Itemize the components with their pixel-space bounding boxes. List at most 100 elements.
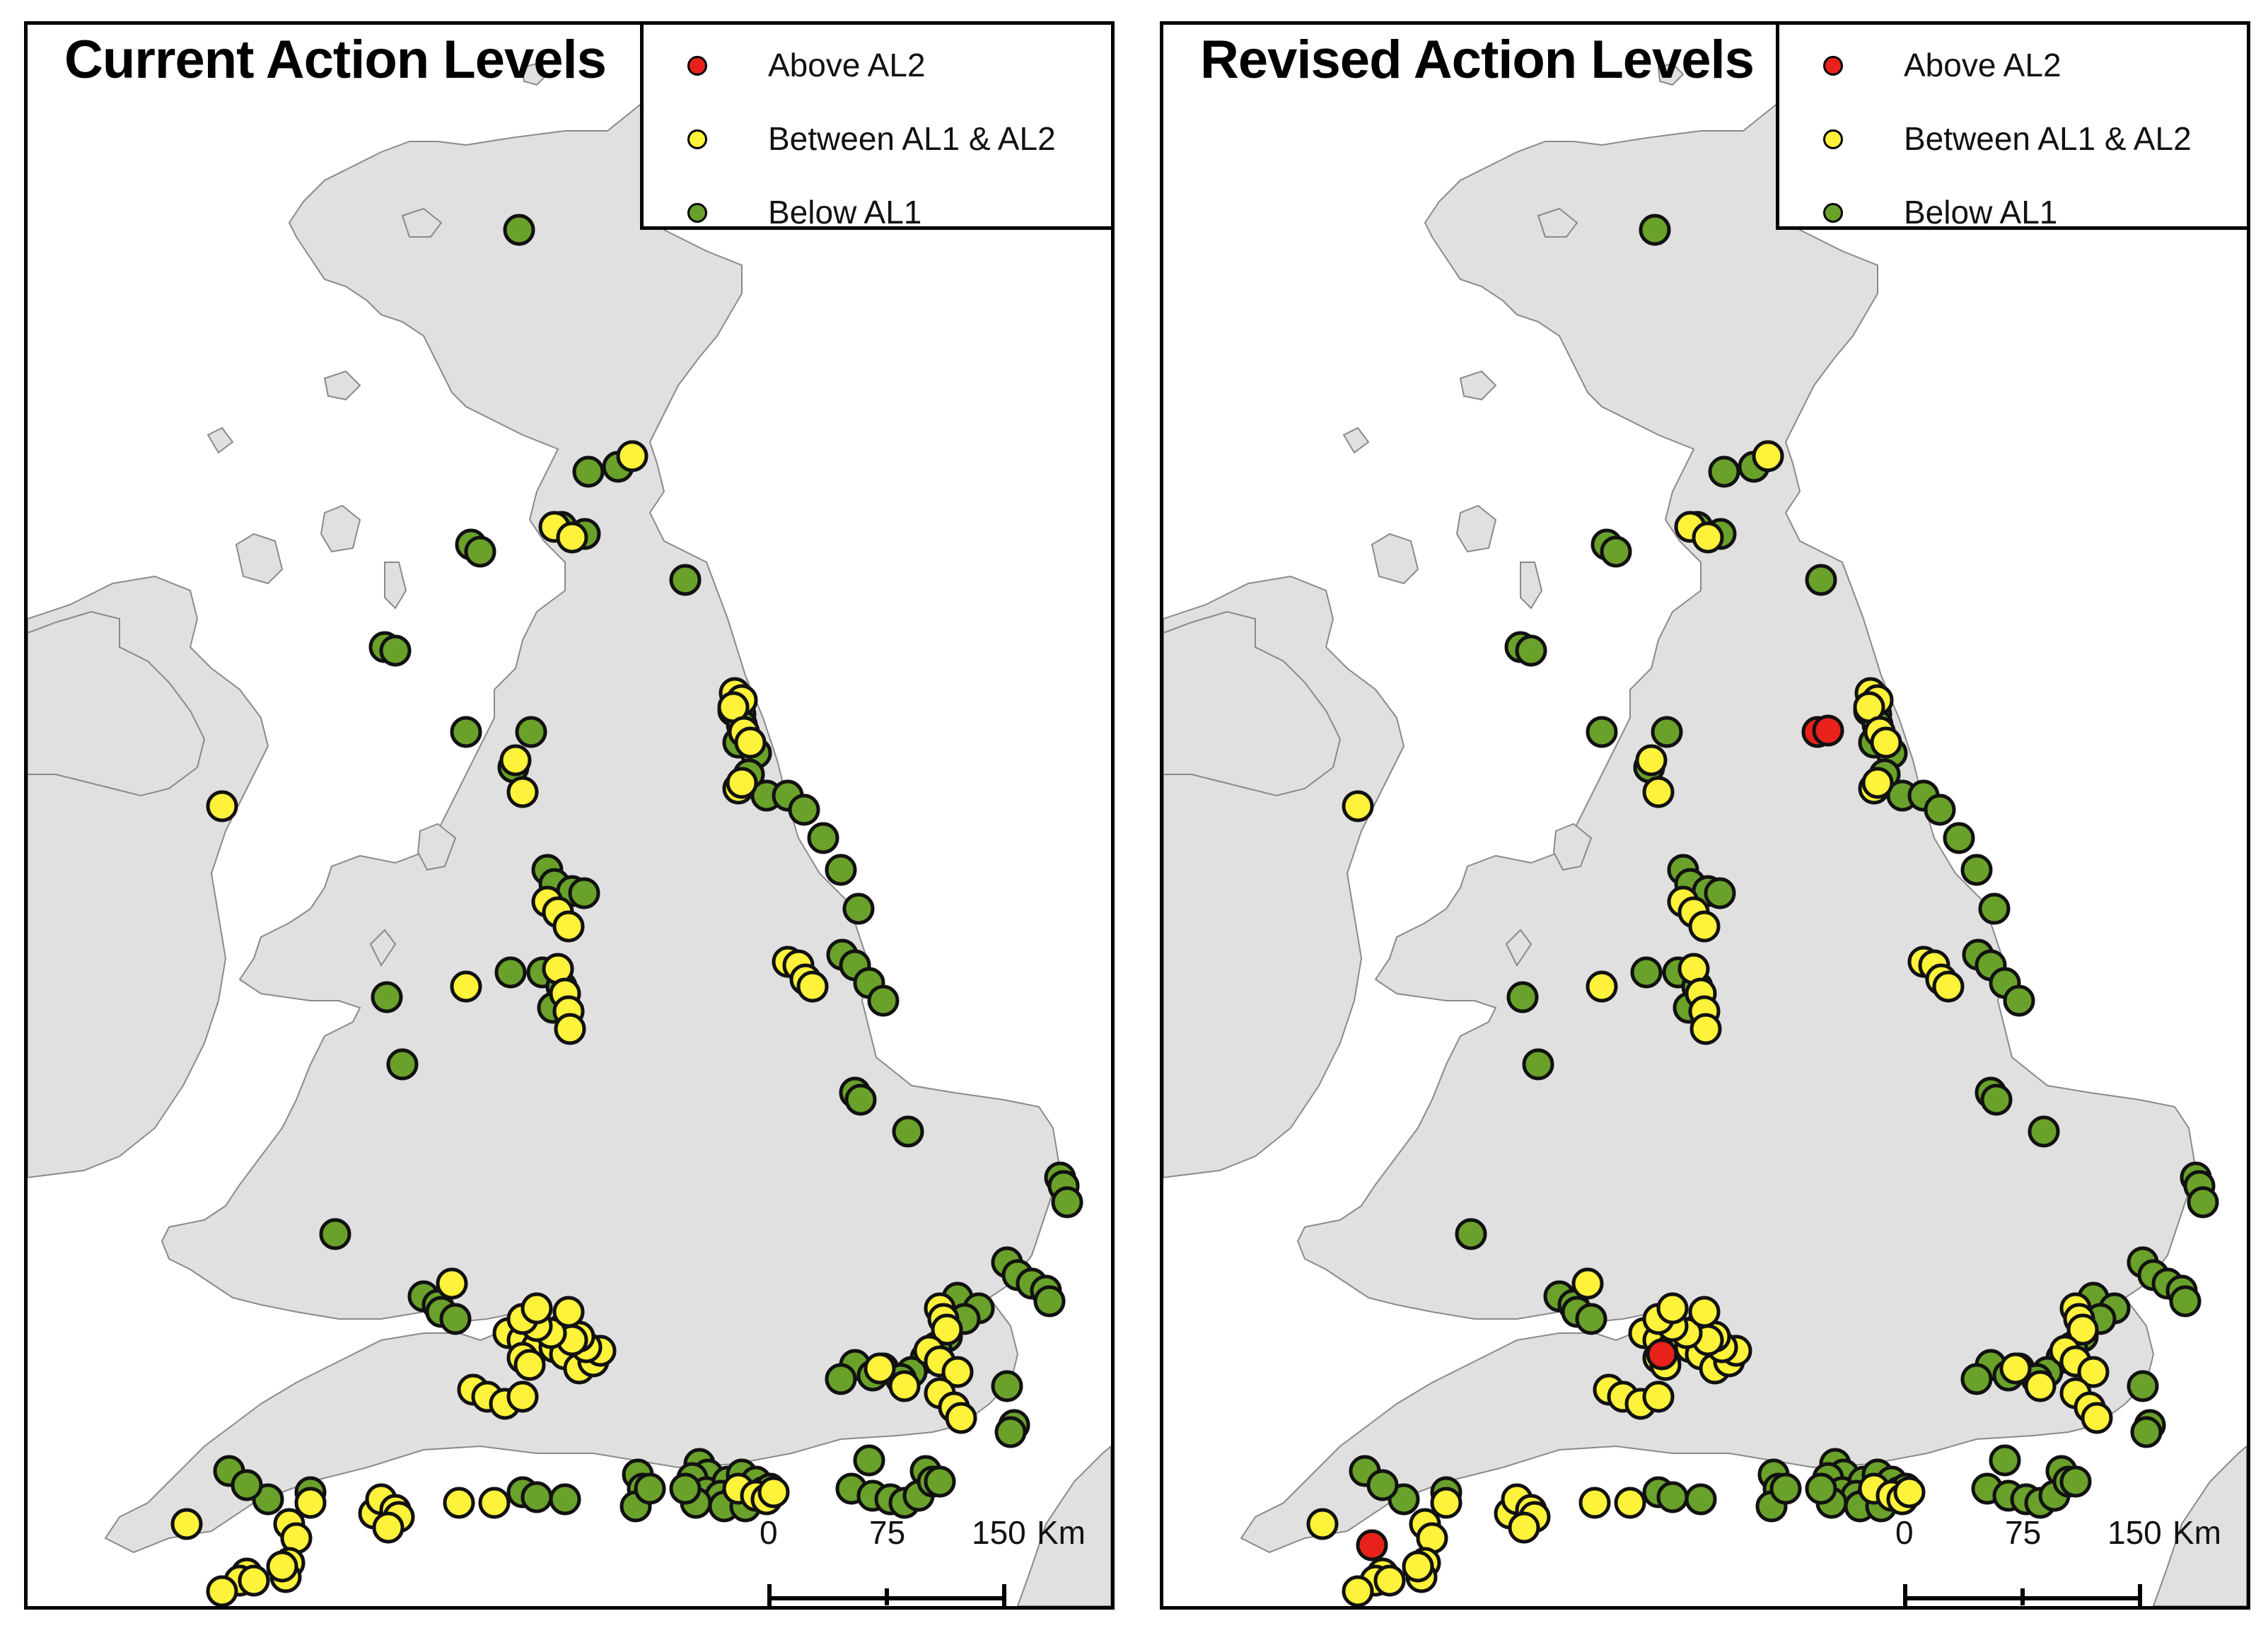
- site-below-al1: [1989, 1444, 2021, 1477]
- site-below-al1: [867, 984, 900, 1017]
- map-panel-current: Current Action Levels Above AL2 Between …: [24, 21, 1115, 1610]
- legend-item-above: Above AL2: [644, 39, 1111, 95]
- scale-line: [767, 1584, 1006, 1606]
- site-below-al1: [464, 535, 496, 568]
- site-below-al1: [1980, 1083, 2013, 1116]
- island-3: [1552, 822, 1593, 871]
- site-below-al1: [1978, 893, 2011, 925]
- site-above-al2: [1356, 1529, 1388, 1562]
- site-below-al1: [1805, 564, 1837, 596]
- site-between-al1-al2: [1642, 1380, 1675, 1413]
- red-dot-icon: [1823, 56, 1843, 76]
- legend-label: Below AL1: [1904, 194, 2058, 231]
- site-between-al1-al2: [1373, 1564, 1406, 1597]
- site-between-al1-al2: [552, 1296, 585, 1328]
- site-below-al1: [853, 1444, 885, 1477]
- map-canvas-revised: [1163, 25, 2247, 1606]
- site-between-al1-al2: [796, 970, 829, 1003]
- site-between-al1-al2: [478, 1487, 511, 1519]
- site-below-al1: [1960, 1363, 1993, 1395]
- site-below-al1: [2028, 1115, 2060, 1148]
- island-5: [401, 207, 443, 238]
- site-above-al2: [1646, 1338, 1678, 1371]
- site-below-al1: [842, 893, 875, 925]
- green-dot-icon: [687, 203, 707, 223]
- site-between-al1-al2: [499, 744, 532, 777]
- site-between-al1-al2: [1656, 1292, 1689, 1325]
- site-between-al1-al2: [863, 1352, 896, 1385]
- site-below-al1: [669, 564, 702, 596]
- site-between-al1-al2: [734, 726, 767, 759]
- legend-item-between: Between AL1 & AL2: [644, 112, 1111, 169]
- island-1: [1455, 504, 1497, 553]
- island-6: [1459, 370, 1497, 401]
- site-between-al1-al2: [1571, 1267, 1604, 1300]
- site-between-al1-al2: [2024, 1370, 2057, 1402]
- site-between-al1-al2: [616, 440, 649, 472]
- site-below-al1: [825, 854, 857, 886]
- site-between-al1-al2: [1578, 1487, 1611, 1519]
- site-below-al1: [231, 1469, 263, 1501]
- site-below-al1: [669, 1472, 702, 1505]
- island-2: [384, 562, 407, 610]
- site-below-al1: [2187, 1186, 2219, 1219]
- site-below-al1: [1515, 634, 1547, 667]
- site-above-al2: [1812, 714, 1844, 747]
- site-between-al1-al2: [206, 790, 238, 822]
- scale-tick-150: 150: [2107, 1514, 2162, 1551]
- site-between-al1-al2: [888, 1370, 921, 1402]
- legend-item-below: Below AL1: [1779, 186, 2247, 243]
- legend-item-above: Above AL2: [1779, 39, 2247, 95]
- site-between-al1-al2: [513, 1349, 546, 1381]
- site-between-al1-al2: [2081, 1402, 2113, 1434]
- site-between-al1-al2: [757, 1476, 790, 1508]
- site-below-al1: [549, 1483, 581, 1516]
- site-between-al1-al2: [1893, 1476, 1926, 1508]
- map-panel-revised: Revised Action Levels Above AL2 Between …: [1160, 21, 2250, 1610]
- site-below-al1: [844, 1083, 877, 1116]
- island-3: [417, 822, 457, 871]
- site-between-al1-al2: [1861, 767, 1894, 799]
- scale-unit: Km: [1037, 1514, 1086, 1551]
- site-below-al1: [1708, 455, 1740, 488]
- site-below-al1: [1656, 1481, 1689, 1513]
- legend-label: Between AL1 & AL2: [768, 120, 1056, 157]
- site-between-al1-al2: [206, 1575, 238, 1606]
- site-below-al1: [1685, 1483, 1717, 1516]
- site-below-al1: [572, 455, 605, 488]
- site-between-al1-al2: [1690, 1013, 1722, 1045]
- site-between-al1-al2: [1306, 1508, 1339, 1540]
- site-below-al1: [1455, 1218, 1487, 1250]
- site-below-al1: [807, 822, 839, 854]
- site-between-al1-al2: [552, 910, 585, 943]
- legend-label: Above AL2: [768, 47, 926, 83]
- site-between-al1-al2: [521, 1292, 553, 1325]
- northern-ireland-landmass: [28, 610, 206, 797]
- legend-item-below: Below AL1: [644, 186, 1111, 243]
- site-between-al1-al2: [506, 776, 539, 808]
- site-between-al1-al2: [1430, 1487, 1462, 1519]
- site-between-al1-al2: [554, 1013, 586, 1045]
- site-between-al1-al2: [1688, 910, 1721, 943]
- scale-tick-75: 75: [869, 1514, 906, 1551]
- map-legend: Above AL2 Between AL1 & AL2 Below AL1: [1776, 25, 2247, 231]
- site-below-al1: [1366, 1469, 1399, 1501]
- great-britain-landmass: [1240, 25, 2197, 1554]
- site-between-al1-al2: [1635, 744, 1668, 777]
- map-legend: Above AL2 Between AL1 & AL2 Below AL1: [640, 25, 1111, 231]
- island-7: [521, 62, 549, 86]
- site-between-al1-al2: [1586, 970, 1618, 1003]
- site-between-al1-al2: [170, 1508, 203, 1540]
- site-below-al1: [379, 634, 412, 667]
- site-between-al1-al2: [266, 1550, 298, 1583]
- scale-tick-75: 75: [2005, 1514, 2042, 1551]
- red-dot-icon: [687, 56, 707, 76]
- island-1: [320, 504, 361, 553]
- scale-unit: Km: [2173, 1514, 2221, 1551]
- site-between-al1-al2: [1999, 1352, 2032, 1385]
- site-below-al1: [1704, 877, 1736, 909]
- site-below-al1: [1630, 956, 1663, 989]
- site-below-al1: [1924, 793, 1956, 826]
- land-layer: [28, 25, 1111, 1606]
- green-dot-icon: [1823, 203, 1843, 223]
